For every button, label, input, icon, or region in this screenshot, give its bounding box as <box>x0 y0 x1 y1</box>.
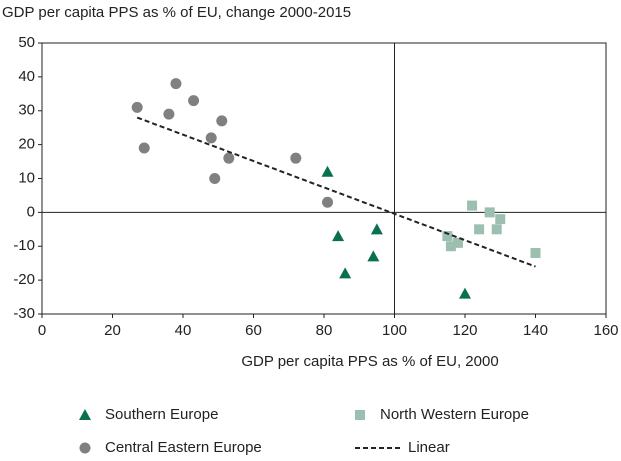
point <box>205 132 217 144</box>
point <box>495 214 506 225</box>
point <box>332 230 345 242</box>
point <box>131 101 143 113</box>
point <box>459 287 471 299</box>
x-tick-label: 140 <box>523 322 548 339</box>
y-tick-label: 40 <box>18 68 35 85</box>
point <box>321 165 334 177</box>
point <box>339 267 352 279</box>
point <box>491 224 502 235</box>
point <box>322 196 334 208</box>
chart-title: GDP per capita PPS as % of EU, change 20… <box>2 4 351 21</box>
point <box>188 95 200 107</box>
x-tick-label: 80 <box>316 322 333 339</box>
point <box>290 152 302 164</box>
point <box>530 248 541 259</box>
x-axis-label: GDP per capita PPS as % of EU, 2000 <box>241 353 498 370</box>
point <box>452 237 463 248</box>
legend-label: Linear <box>408 439 450 456</box>
y-tick-label: 0 <box>27 203 35 220</box>
point <box>474 224 485 235</box>
y-tick-label: -20 <box>13 271 35 288</box>
y-tick-label: 10 <box>18 169 35 186</box>
point <box>223 152 235 164</box>
point <box>484 207 495 218</box>
point <box>170 78 182 90</box>
x-tick-label: 160 <box>593 322 618 339</box>
y-tick-label: -30 <box>13 305 35 322</box>
legend-label: Central Eastern Europe <box>105 439 262 456</box>
y-tick-label: 50 <box>18 34 35 51</box>
x-tick-label: 120 <box>452 322 477 339</box>
x-tick-label: 60 <box>245 322 262 339</box>
x-tick-label: 20 <box>104 322 121 339</box>
point <box>216 115 228 127</box>
point <box>367 250 380 262</box>
y-tick-label: 30 <box>18 102 35 119</box>
x-tick-label: 0 <box>38 322 46 339</box>
y-tick-label: -10 <box>13 237 35 254</box>
legend-label: North Western Europe <box>380 406 529 423</box>
point <box>445 241 456 252</box>
legend-swatch <box>355 410 365 420</box>
point <box>467 200 478 211</box>
legend-swatch <box>79 409 91 420</box>
legend-label: Southern Europe <box>105 406 218 423</box>
point <box>370 223 383 235</box>
point <box>163 108 175 120</box>
point <box>209 173 221 184</box>
legend-swatch <box>79 442 91 454</box>
point <box>442 231 453 242</box>
trend-line <box>136 116 536 268</box>
x-tick-label: 40 <box>175 322 192 339</box>
point <box>138 142 150 154</box>
x-tick-label: 100 <box>382 322 407 339</box>
plot-frame <box>41 42 607 315</box>
y-tick-label: 20 <box>18 136 35 153</box>
